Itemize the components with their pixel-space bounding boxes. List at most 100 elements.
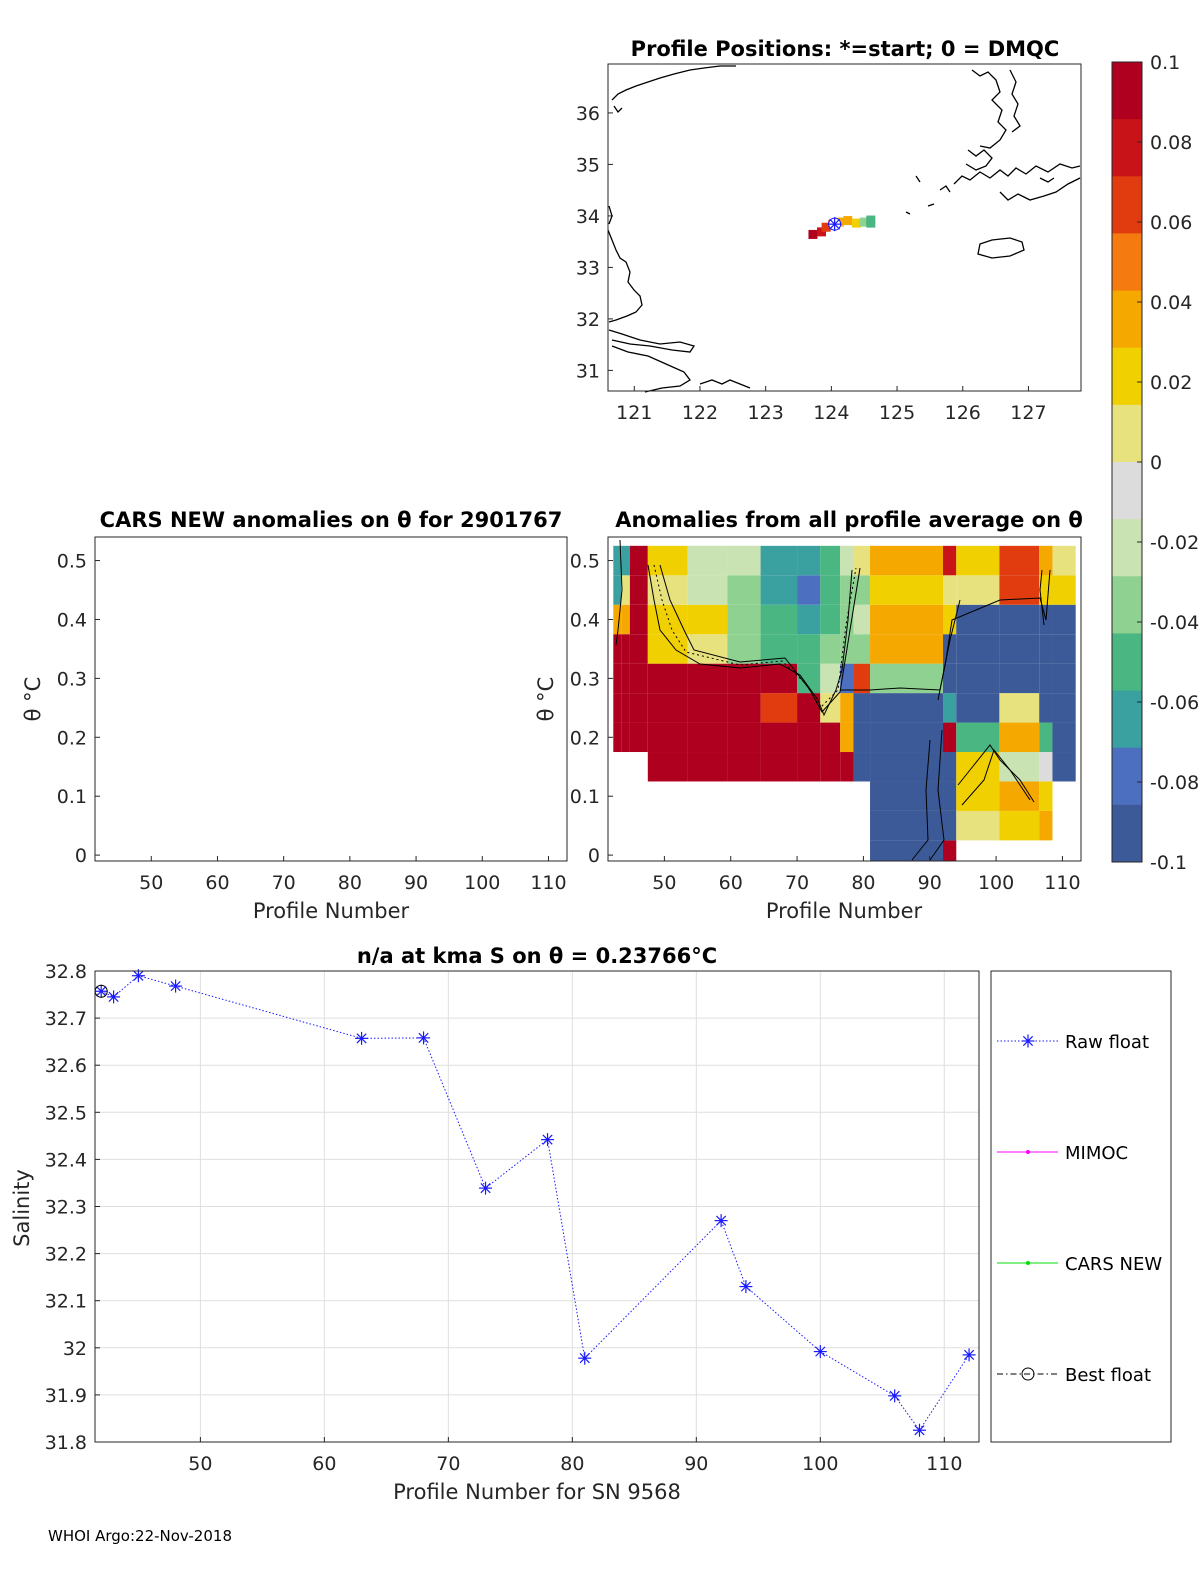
- colorbar-segment: [1112, 576, 1142, 634]
- anomaly-cell: [727, 545, 761, 576]
- anomaly-cell: [647, 693, 688, 723]
- anomaly-cell: [956, 575, 1000, 605]
- anomaly-cell: [870, 604, 944, 635]
- star-stroke: [96, 986, 107, 997]
- colorbar-segment: [1112, 690, 1142, 749]
- colorbar-segment: [1112, 233, 1142, 292]
- anomaly-cell: [687, 663, 728, 694]
- colorbar-tick-label: -0.08: [1150, 772, 1199, 794]
- anomaly-cell: [647, 663, 688, 694]
- anomaly-cell: [687, 575, 728, 605]
- right-y-tick-label: 0.2: [570, 727, 600, 749]
- anomaly-cell: [1052, 663, 1076, 694]
- anomaly-cell: [1052, 575, 1076, 605]
- salinity-x-tick-labels: 50 60 70 80 90 100 110: [188, 1437, 962, 1475]
- anomaly-cell: [1039, 752, 1053, 782]
- anomaly-cell: [629, 693, 648, 723]
- star-stroke: [740, 1281, 752, 1292]
- legend-item-best-float: Best float: [997, 1365, 1151, 1386]
- map-y-tick-label: 32: [576, 309, 600, 331]
- map-title: Profile Positions: *=start; 0 = DMQC: [631, 37, 1060, 61]
- star-stroke: [356, 1033, 367, 1044]
- anomaly-cell: [621, 663, 630, 694]
- salinity-y-tick-label: 32.6: [45, 1055, 87, 1077]
- anomaly-cell: [687, 604, 728, 635]
- anomaly-cell: [760, 604, 798, 635]
- profile-position-marker: [851, 218, 861, 228]
- anomaly-cell: [840, 722, 854, 753]
- left-y-tick-label: 0.2: [57, 727, 87, 749]
- right-x-tick-label: 60: [719, 872, 743, 894]
- colorbar-tick-label: -0.06: [1150, 692, 1199, 714]
- anomaly-cell: [613, 693, 622, 723]
- coastline: [607, 65, 1081, 393]
- anomaly-cell: [1052, 545, 1076, 576]
- anomaly-cell: [999, 781, 1040, 811]
- anomaly-cell: [840, 752, 854, 782]
- map-x-tick-label: 123: [748, 402, 784, 424]
- map-y-tick-label: 35: [576, 154, 600, 176]
- salinity-x-tick-label: 100: [802, 1453, 838, 1475]
- legend-star-marker: [1021, 1034, 1035, 1048]
- right-y-tick-label: 0: [588, 845, 600, 867]
- left-y-tick-labels: 0 0.1 0.2 0.3 0.4 0.5: [57, 551, 100, 867]
- legend-box: [990, 970, 1172, 1443]
- anomaly-cell: [613, 604, 622, 635]
- anomaly-cell: [647, 752, 688, 782]
- colorbar-segment: [1112, 804, 1142, 863]
- anomaly-cell: [943, 693, 957, 723]
- colorbar-segment: [1112, 633, 1142, 692]
- anomaly-cell: [853, 545, 871, 576]
- salinity-y-tick-label: 32.7: [45, 1008, 87, 1030]
- anomaly-cell: [797, 634, 821, 664]
- right-y-axis-label: θ °C: [534, 677, 558, 722]
- anomaly-cell: [629, 575, 648, 605]
- map-x-tick-label: 121: [616, 402, 652, 424]
- anomaly-cell: [853, 634, 871, 664]
- start-star-marker-icon: [827, 217, 842, 232]
- salinity-y-axis-label: Salinity: [10, 1169, 34, 1247]
- profile-position-marker: [821, 222, 831, 232]
- anomaly-cell: [760, 693, 798, 723]
- anomaly-cell: [943, 722, 957, 753]
- colorbar-gradient: [1112, 62, 1142, 863]
- anomaly-cell: [629, 634, 648, 664]
- salinity-x-tick-label: 60: [312, 1453, 336, 1475]
- raw-float-point: [169, 979, 183, 993]
- salinity-y-tick-label: 32.2: [45, 1244, 87, 1266]
- right-x-tick-label: 50: [652, 872, 676, 894]
- anomaly-cell: [999, 545, 1040, 576]
- star-stroke: [133, 970, 144, 981]
- left-y-tick-label: 0.5: [57, 551, 87, 573]
- anomaly-cell: [1052, 634, 1076, 664]
- anomaly-cell: [956, 752, 1000, 782]
- anomaly-cell: [727, 575, 761, 605]
- map-x-tick-label: 127: [1010, 402, 1046, 424]
- anomaly-cell: [621, 693, 630, 723]
- star-stroke: [889, 1390, 900, 1401]
- anomaly-cell: [613, 634, 622, 664]
- anomaly-cell: [687, 693, 728, 723]
- anomaly-cell: [840, 545, 854, 576]
- left-x-tick-labels: 50 60 70 80 90 100 110: [139, 856, 567, 894]
- raw-float-point: [888, 1389, 902, 1403]
- anomaly-cell: [870, 634, 944, 664]
- raw-float-point: [714, 1214, 728, 1228]
- legend-label-mimoc: MIMOC: [1065, 1143, 1128, 1164]
- anomaly-cell: [820, 545, 841, 576]
- map-x-tick-label: 124: [813, 402, 849, 424]
- legend-item-cars-new: CARS NEW: [997, 1254, 1162, 1275]
- anomaly-cell: [870, 545, 944, 576]
- right-x-axis-label: Profile Number: [766, 899, 923, 923]
- anomaly-cell: [1039, 663, 1053, 694]
- anomaly-cell: [999, 693, 1040, 723]
- anomaly-cell: [629, 663, 648, 694]
- raw-float-point: [813, 1345, 827, 1359]
- salinity-x-tick-label: 70: [436, 1453, 460, 1475]
- left-x-tick-label: 100: [464, 872, 500, 894]
- right-y-tick-labels: 0 0.1 0.2 0.3 0.4 0.5: [570, 551, 613, 867]
- right-y-tick-label: 0.3: [570, 668, 600, 690]
- anomaly-cell: [1039, 781, 1053, 811]
- anomaly-cell: [797, 545, 821, 576]
